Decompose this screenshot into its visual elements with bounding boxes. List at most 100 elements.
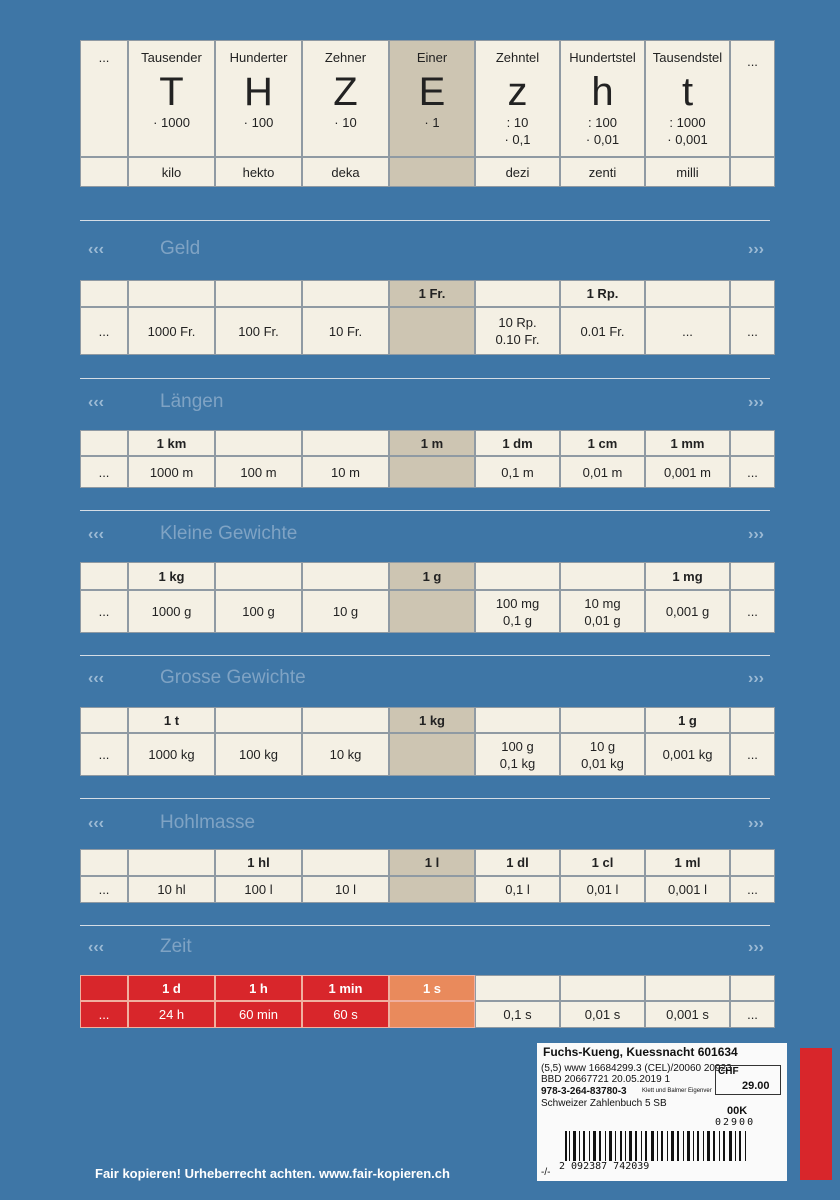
- cell-text: 0,001 m: [664, 464, 711, 480]
- prefix-cell: [389, 157, 475, 187]
- cell-line: 10 mg: [584, 595, 621, 611]
- cell-text: 1 mm: [670, 435, 705, 451]
- header-cell: ...: [730, 40, 775, 157]
- arrows: ‹‹‹: [88, 394, 104, 411]
- bottom-cell: ...: [730, 876, 775, 903]
- place-letter: z: [507, 70, 528, 114]
- bottom-cell: 10 kg: [302, 733, 389, 776]
- bottom-cell: 10 l: [302, 876, 389, 903]
- top-cell: [560, 707, 645, 733]
- bottom-cell: 0,01 m: [560, 456, 645, 488]
- prefix: dezi: [505, 164, 530, 180]
- place-name: Hundertstel: [569, 50, 636, 65]
- bottom-cell: 100 m: [215, 456, 302, 488]
- bottom-cell: 0,001 s: [645, 1001, 730, 1028]
- cell-text: 1 h: [249, 980, 268, 996]
- bottom-cell: [389, 590, 475, 633]
- cell-line: 0,1 kg: [499, 755, 536, 771]
- prefix-cell: zenti: [560, 157, 645, 187]
- top-cell: [475, 707, 560, 733]
- bottom-cell: 0,1 m: [475, 456, 560, 488]
- top-cell: 1 mm: [645, 430, 730, 456]
- bottom-cell: ...: [80, 876, 128, 903]
- store: Fuchs-Kueng, Kuessnacht 601634: [543, 1045, 738, 1059]
- top-cell: [730, 975, 775, 1001]
- top-cell: [128, 849, 215, 876]
- cell-line: 10 Rp.: [498, 315, 537, 330]
- cell-text: 1 cm: [587, 435, 618, 451]
- cell-text: 1 kg: [158, 568, 185, 584]
- factor: · 0,1: [504, 132, 531, 147]
- cell-text: 1 g: [678, 712, 697, 728]
- place-name: Hunderter: [229, 50, 288, 65]
- sticker-line: BBD 20667721 20.05.2019 1: [541, 1074, 670, 1085]
- place-column: Zehntel z: 10 · 0,1: [475, 40, 560, 157]
- bottom-cell: ...: [80, 590, 128, 633]
- top-cell: [475, 280, 560, 307]
- prefix: zenti: [588, 164, 617, 180]
- top-cell: [730, 849, 775, 876]
- place-column: Einer E · 1: [389, 40, 475, 157]
- prefix-cell: milli: [645, 157, 730, 187]
- bottom-cell: [389, 733, 475, 776]
- cell-text: ...: [747, 323, 758, 339]
- bottom-cell: ...: [80, 733, 128, 776]
- top-cell: [302, 562, 389, 590]
- cell-text: 1000 Fr.: [147, 323, 196, 339]
- bottom-cell: ...: [80, 1001, 128, 1028]
- bottom-cell: ...: [80, 307, 128, 355]
- prefix: hekto: [242, 164, 275, 180]
- cell-text: 1 Fr.: [418, 286, 446, 301]
- top-cell: 1 cm: [560, 430, 645, 456]
- place-column: Tausendstel t: 1000 · 0,001: [645, 40, 730, 157]
- top-cell: 1 Rp.: [560, 280, 645, 307]
- top-cell: 1 g: [645, 707, 730, 733]
- sticker-line: (5,5) www 16684299.3 (CEL)/20060 20923: [541, 1063, 732, 1074]
- bottom-cell: 0,01 l: [560, 876, 645, 903]
- place-letter: E: [418, 70, 446, 114]
- place-letter: H: [244, 70, 273, 114]
- factor: · 0,01: [585, 132, 620, 147]
- header-cell: [730, 157, 775, 187]
- cell-text: ...: [747, 882, 758, 897]
- place-letter: T: [159, 70, 184, 114]
- arrows: ‹‹‹: [88, 526, 104, 543]
- cell-text: 100 g: [242, 604, 275, 619]
- place-column: Hundertstel h: 100 · 0,01: [560, 40, 645, 157]
- top-cell: 1 g: [389, 562, 475, 590]
- cell-line: 100 g: [501, 738, 534, 754]
- bottom-cell: 100 g 0,1 kg: [475, 733, 560, 776]
- bottom-cell: 10 hl: [128, 876, 215, 903]
- top-cell: [128, 280, 215, 307]
- section-title: Geld: [160, 238, 201, 259]
- section-title: Kleine Gewichte: [160, 523, 298, 544]
- cell-text: 1 ml: [674, 855, 701, 870]
- separator: [80, 925, 770, 926]
- bottom-cell: ...: [730, 307, 775, 355]
- top-cell: 1 t: [128, 707, 215, 733]
- cell-text: ...: [747, 464, 758, 480]
- cell-text: 0,1 m: [501, 464, 534, 480]
- cell-text: ...: [98, 323, 110, 339]
- cell-text: 1 dm: [502, 435, 533, 451]
- top-cell: 1 cl: [560, 849, 645, 876]
- bottom-cell: 10 Rp. 0.10 Fr.: [475, 307, 560, 355]
- cell-text: 0,01 s: [584, 1007, 621, 1022]
- bottom-cell: ...: [730, 733, 775, 776]
- cell-text: 1 g: [422, 568, 442, 584]
- cell-line: 0.10 Fr.: [495, 332, 540, 347]
- separator: [80, 798, 770, 799]
- publisher: Klett und Balmer Eigenver: [642, 1088, 712, 1094]
- bottom-cell: 0,001 kg: [645, 733, 730, 776]
- red-strip: [800, 1048, 832, 1180]
- factor: : 1000: [669, 115, 706, 130]
- arrows: ›››: [748, 670, 764, 687]
- top-cell: [302, 430, 389, 456]
- top-cell: 1 d: [128, 975, 215, 1001]
- top-cell: 1 ml: [645, 849, 730, 876]
- place-letter: h: [591, 70, 614, 114]
- place-letter: Z: [333, 70, 358, 114]
- cell-text: 100 m: [240, 464, 277, 480]
- cell-text: 0.01 Fr.: [580, 323, 625, 339]
